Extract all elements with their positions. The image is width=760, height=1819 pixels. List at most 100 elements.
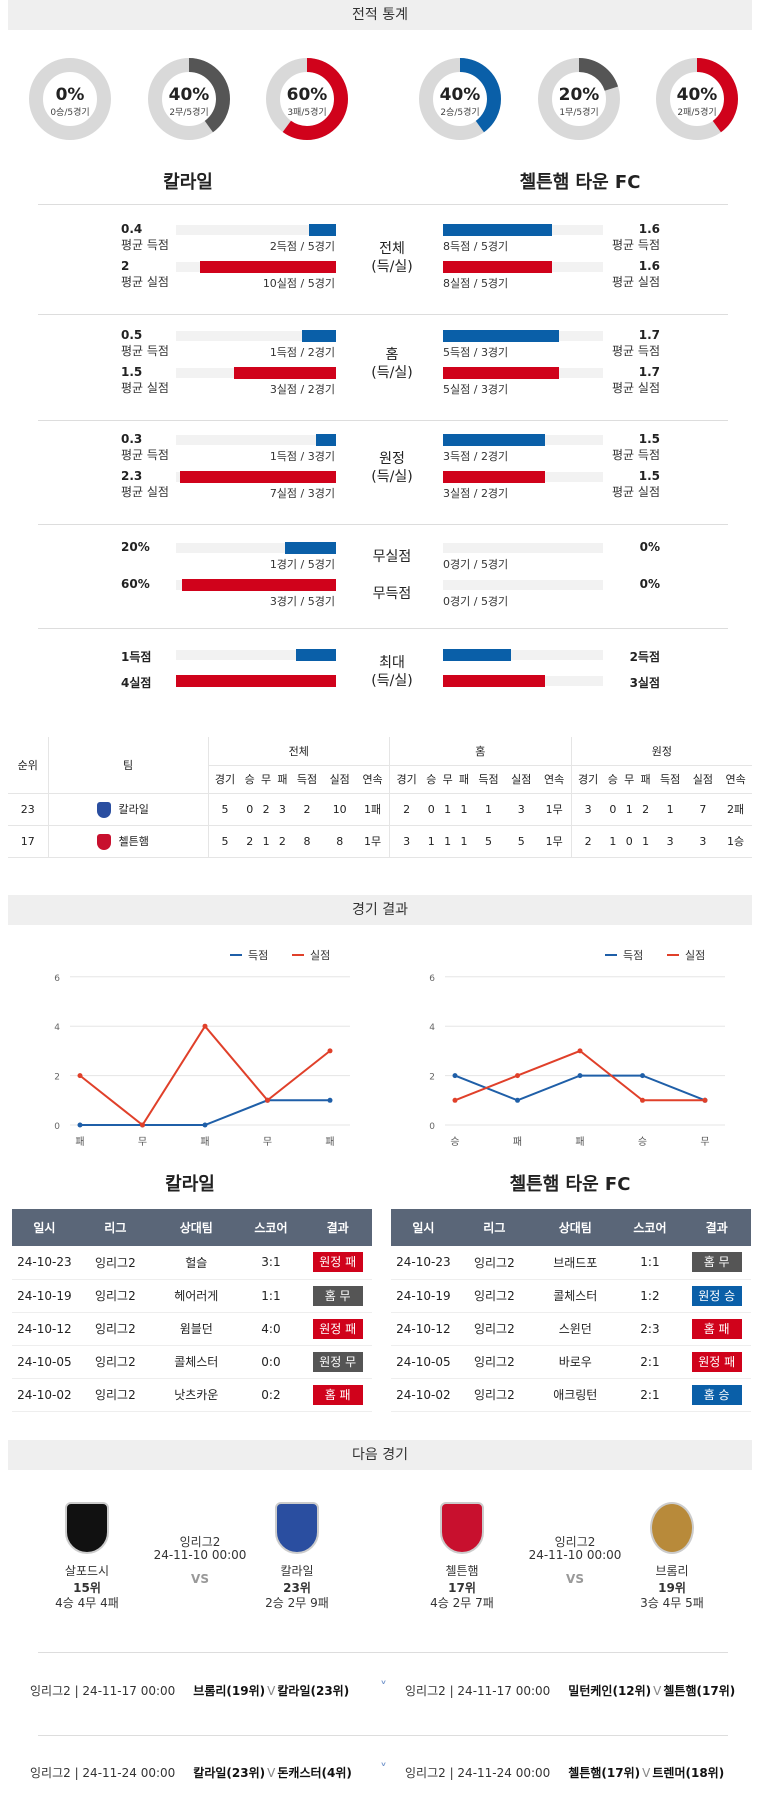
away-stat-value: 1.7: [638, 328, 660, 342]
result-date: 24-10-05: [12, 1345, 77, 1379]
divider: [38, 628, 728, 629]
next-team-record: 4승 2무 7패: [430, 1596, 494, 1610]
result-opp[interactable]: 바로우: [532, 1345, 618, 1379]
data-point[interactable]: [77, 1122, 83, 1128]
donut-sub: 2무/5경기: [169, 108, 209, 118]
result-opp[interactable]: 헐슬: [153, 1246, 239, 1280]
next-date: 24-11-10 00:00: [153, 1548, 247, 1562]
ranking-cell: 0: [621, 825, 638, 858]
home-clean-value: 60%: [121, 577, 150, 591]
next-team-rank: 23위: [283, 1581, 311, 1595]
away-clean-text: 0경기 / 5경기: [443, 558, 509, 571]
result-opp[interactable]: 낫츠카운: [153, 1378, 239, 1412]
donut-chart: 60% 3패/5경기: [265, 57, 349, 141]
upcoming-game[interactable]: 잉리그2 | 24-11-17 00:00 브롬리(19위) V 칼라일(23위): [30, 1682, 349, 1699]
donut-percent: 20%: [558, 85, 600, 105]
divider: [38, 204, 728, 205]
result-opp[interactable]: 콜체스터: [532, 1279, 618, 1313]
data-point[interactable]: [702, 1097, 708, 1103]
next-team-name[interactable]: 살포드시: [64, 1564, 110, 1578]
team-cell[interactable]: 칼라일: [48, 793, 209, 826]
y-tick-label: 2: [54, 1073, 60, 1083]
next-league: 잉리그2: [554, 1535, 596, 1549]
next-team-name[interactable]: 브롬리: [655, 1564, 689, 1578]
team-name: 칼라일: [118, 802, 149, 816]
x-tick-label: 승: [450, 1136, 459, 1148]
away-stat-text: 8득점 / 5경기: [443, 240, 509, 253]
team-cell[interactable]: 첼튼햄: [48, 825, 209, 858]
away-stat-text: 3실점 / 2경기: [443, 487, 509, 500]
home-stat-value: 2.3: [121, 469, 143, 483]
result-date: 24-10-02: [391, 1378, 456, 1412]
result-row: 24-10-02 잉리그2 낫츠카운 0:2 홈 패: [12, 1378, 372, 1412]
home-stat-text: 1득점 / 2경기: [269, 346, 335, 359]
home-bar: [296, 649, 336, 661]
home-results-table: 일시 리그 상대팀 스코어 결과 24-10-23 잉리그2 헐슬 3:1 원정 패 24-10-1…: [12, 1209, 372, 1412]
rank-cell: 17: [8, 825, 49, 858]
upcoming-game[interactable]: 잉리그2 | 24-11-24 00:00 첼튼햄(17위) V 트렌머(18위): [405, 1764, 724, 1781]
next-team-name[interactable]: 칼라일: [280, 1564, 314, 1578]
result-score: 4:0: [238, 1312, 304, 1346]
away-stat-label: 평균 실점: [612, 275, 660, 289]
result-date: 24-10-19: [391, 1279, 456, 1313]
ranking-cell: 2: [389, 793, 424, 826]
result-opp[interactable]: 브래드포: [532, 1246, 618, 1280]
home-stat-text: 2득점 / 5경기: [269, 240, 335, 253]
ranking-cell: 5: [472, 825, 505, 858]
data-point[interactable]: [577, 1073, 583, 1079]
data-point[interactable]: [452, 1073, 458, 1079]
subhead-cell: 실점: [504, 765, 538, 794]
away-bar-track: [443, 650, 603, 660]
x-tick-label: 패: [200, 1136, 209, 1148]
result-opp[interactable]: 스윈던: [532, 1312, 618, 1346]
result-opp[interactable]: 헤어러게: [153, 1279, 239, 1313]
ranking-cell: 2: [241, 825, 258, 858]
data-point[interactable]: [202, 1122, 208, 1128]
result-row: 24-10-05 잉리그2 바로우 2:1 원정 패: [391, 1345, 751, 1379]
data-point[interactable]: [77, 1073, 83, 1079]
data-point[interactable]: [640, 1097, 645, 1103]
data-point[interactable]: [327, 1097, 333, 1103]
result-league: 잉리그2: [455, 1246, 533, 1280]
subhead-cell: 무: [439, 765, 456, 794]
ranking-cell: 2: [274, 825, 291, 858]
home-clean-text: 3경기 / 5경기: [269, 595, 335, 608]
stat-group-label: 홈: [385, 347, 399, 363]
home-bar: [308, 224, 336, 236]
donut-arc: [538, 58, 620, 140]
next-team-rank: 19위: [658, 1581, 686, 1595]
chevron-down-icon[interactable]: ˅: [380, 1680, 387, 1696]
result-opp[interactable]: 콜체스터: [153, 1345, 239, 1379]
data-point[interactable]: [452, 1097, 458, 1103]
ranking-cell: 0: [604, 793, 622, 826]
data-point[interactable]: [515, 1097, 520, 1103]
data-point[interactable]: [140, 1122, 145, 1128]
data-point[interactable]: [640, 1073, 645, 1079]
section-header-next: 다음 경기: [8, 1440, 752, 1470]
data-point[interactable]: [515, 1073, 520, 1079]
away-max-value: 3실점: [629, 676, 660, 690]
data-point[interactable]: [327, 1048, 333, 1054]
upcoming-game[interactable]: 잉리그2 | 24-11-17 00:00 밀턴케인(12위) V 첼튼햄(17위): [405, 1682, 735, 1699]
upcoming-league-date: 잉리그2 | 24-11-17 00:00: [30, 1684, 176, 1698]
data-point[interactable]: [265, 1097, 270, 1103]
y-tick-label: 2: [429, 1073, 435, 1083]
result-opp[interactable]: 윔블던: [153, 1312, 239, 1346]
result-opp[interactable]: 애크링턴: [532, 1378, 618, 1412]
next-team-name[interactable]: 첼튼햄: [445, 1564, 479, 1578]
data-point[interactable]: [577, 1048, 583, 1054]
ranking-cell: 2: [637, 793, 654, 826]
upcoming-team-left: 칼라일(23위): [193, 1766, 266, 1780]
ranking-cell: 3: [274, 793, 291, 826]
chevron-down-icon[interactable]: ˅: [380, 1762, 387, 1778]
ranking-cell: 1무: [537, 825, 572, 858]
away-clean-value: 0%: [639, 540, 660, 554]
upcoming-league-date: 잉리그2 | 24-11-24 00:00: [405, 1766, 551, 1780]
data-point[interactable]: [202, 1023, 208, 1029]
donut-chart: 40% 2패/5경기: [655, 57, 739, 141]
upcoming-game[interactable]: 잉리그2 | 24-11-24 00:00 칼라일(23위) V 돈캐스터(4위): [30, 1764, 352, 1781]
x-tick-label: 패: [325, 1136, 334, 1148]
result-badge: 홈 패: [691, 1318, 742, 1339]
y-tick-label: 4: [54, 1023, 60, 1033]
ranking-cell: 10: [323, 793, 357, 826]
